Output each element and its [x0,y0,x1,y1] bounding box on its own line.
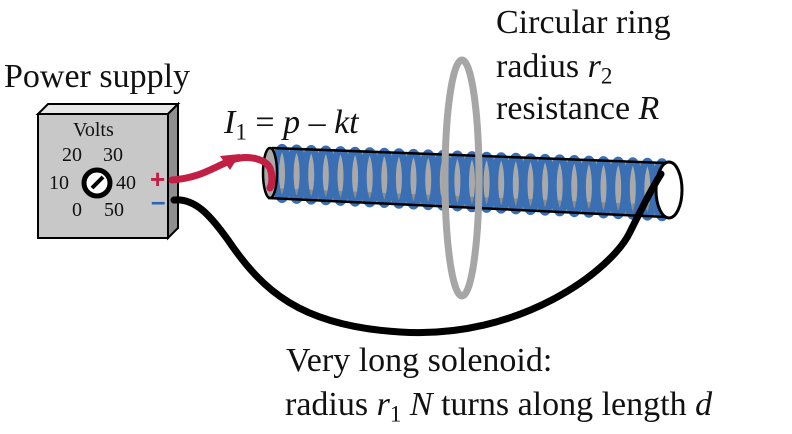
ring-radius-word: radius [496,48,588,85]
power-supply-top [35,103,181,115]
negative-terminal-sign: – [151,186,166,216]
solenoid-description: radius r1 N turns along length d [285,386,713,427]
solenoid-title: Very long solenoid: [286,342,553,379]
solenoid-N: N [409,386,433,423]
circular-ring [441,56,483,300]
current-p: p [283,104,301,141]
current-subscript: 1 [235,119,247,146]
power-supply-label: Power supply [4,58,191,95]
positive-terminal-sign: + [150,164,166,194]
solenoid-length-symbol: d [695,386,713,423]
current-equation: I1 = p – kt [224,104,359,145]
black-wire [170,170,665,337]
red-wire [168,154,276,192]
solenoid-outline-top [271,146,667,165]
volts-knob-pointer [90,175,105,190]
solenoid-outline-bottom [267,196,667,219]
ring-radius-subscript: 2 [600,63,613,90]
solenoid-turns-text: turns along length [432,386,696,423]
ring-title: Circular ring [496,4,671,41]
volts-tick-10: 10 [49,172,69,194]
solenoid-right-end [654,160,684,220]
red-wire-arrowhead [220,154,240,170]
solenoid-radius-word: radius [285,386,377,423]
volts-title: Volts [73,119,114,141]
power-supply [35,101,181,241]
solenoid-radius-subscript: 1 [389,401,402,428]
ring-resistance-symbol: R [638,90,660,127]
volts-tick-0: 0 [72,199,82,221]
power-supply-side [167,101,179,241]
volts-tick-40: 40 [116,172,136,194]
solenoid-radius-symbol: r [376,386,390,423]
current-equals: = [255,104,284,141]
solenoid [261,143,684,222]
volts-tick-30: 30 [103,144,123,166]
ring-radius: radius r2 [496,48,612,89]
current-kt: kt [334,104,359,141]
volts-tick-50: 50 [104,199,124,221]
ring-resistance: resistance R [496,92,659,126]
current-minus: – [300,104,335,141]
ring-resistance-word: resistance [496,90,639,127]
volts-tick-20: 20 [62,144,82,166]
ring-radius-symbol: r [587,48,601,85]
current-symbol: I [224,104,236,141]
